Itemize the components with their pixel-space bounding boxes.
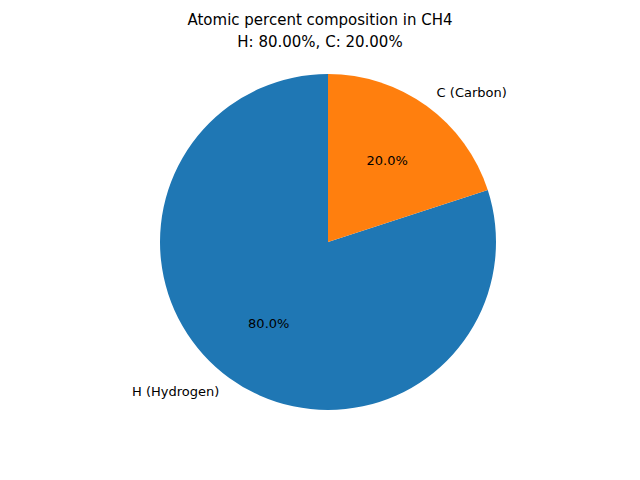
svg-text:H (Hydrogen): H (Hydrogen) [132,384,219,399]
html-text:H: 80.00%, C: 20.00%: H: 80.00%, C: 20.00% [237,33,403,51]
svg-text:20.0%: 20.0% [367,153,408,168]
html-text:Atomic percent composition in: Atomic percent composition in CH4 [187,11,453,29]
svg-text:C (Carbon): C (Carbon) [437,85,507,100]
svg-text:80.0%: 80.0% [248,316,289,331]
